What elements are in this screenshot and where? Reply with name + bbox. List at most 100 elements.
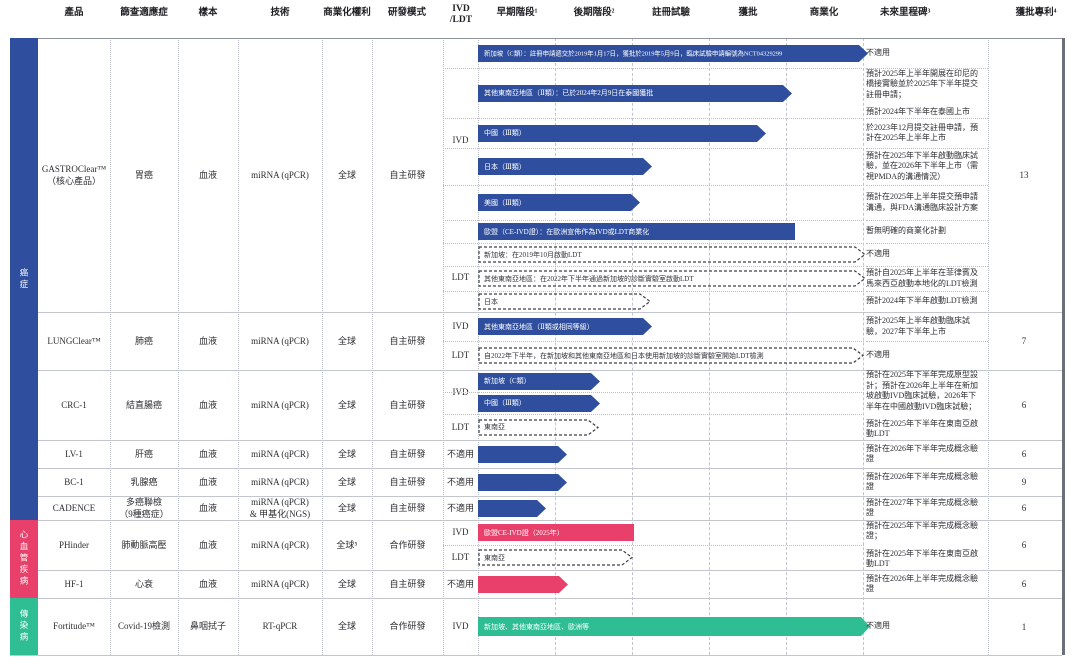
milestone-separator bbox=[866, 243, 988, 244]
technology-cell-text: miRNA (qPCR) bbox=[251, 169, 309, 180]
arrow-shape-icon bbox=[478, 372, 600, 390]
rights-cell-text: 全球 bbox=[337, 621, 356, 632]
ivd-ldt-cell: 不適用 bbox=[443, 440, 478, 468]
arrow-shape-icon bbox=[478, 499, 546, 517]
column-separator bbox=[238, 38, 239, 655]
column-separator bbox=[478, 38, 479, 655]
product-cell: CRC-1 bbox=[38, 370, 110, 440]
technology-cell: miRNA (qPCR) bbox=[238, 468, 322, 496]
patent-count-cell: 1 bbox=[988, 598, 1060, 655]
rights-cell-text: 全球 bbox=[337, 335, 356, 346]
col-header-late-stage: 後期階段² bbox=[573, 8, 615, 18]
category-label: 傳染病 bbox=[19, 609, 29, 644]
patent-count-cell: 13 bbox=[988, 38, 1060, 312]
milestone-text: 不適用 bbox=[866, 350, 890, 360]
arrow-label: 新加坡（C類）：註冊申請遞交於2019年1月17日，獲批於2019年5月9日，臨… bbox=[484, 50, 783, 58]
milestone-text: 於2023年12月提交註冊申請，預計在2025年上半年上市 bbox=[866, 122, 978, 142]
patent-count: 6 bbox=[1021, 503, 1027, 513]
indication-cell-text: （9種癌症） bbox=[119, 509, 169, 519]
technology-cell-text: miRNA (qPCR) bbox=[251, 448, 309, 459]
lane-separator bbox=[443, 266, 864, 267]
model-cell-text: 自主研發 bbox=[389, 335, 426, 346]
rights-cell: 全球 bbox=[322, 38, 372, 312]
col-header-registration: 註冊試驗 bbox=[651, 8, 691, 18]
col-header-sample: 樣本 bbox=[198, 8, 218, 18]
arrow-shape-icon bbox=[478, 418, 599, 436]
technology-cell: miRNA (qPCR) bbox=[238, 38, 322, 312]
model-cell-text: 合作研發 bbox=[389, 539, 426, 550]
milestone-cell: 預計2025年上半年開展在印尼的橋接實驗並於2025年下半年提交註冊申請； 預計2… bbox=[866, 68, 984, 118]
milestone-text: 預計2024年下半年在泰國上市 bbox=[866, 106, 970, 116]
column-separator bbox=[443, 38, 444, 655]
sample-cell: 血液 bbox=[178, 520, 238, 570]
milestone-cell: 不適用 bbox=[866, 38, 984, 68]
model-cell: 自主研發 bbox=[372, 468, 443, 496]
milestone-text: 預計2025年上半年啟動臨床試驗，2027年下半年上市 bbox=[866, 316, 970, 336]
milestone-text: 預計在2026年上半年完成概念驗證 bbox=[866, 573, 978, 593]
sample-cell: 血液 bbox=[178, 496, 238, 520]
lane-separator bbox=[443, 392, 864, 393]
milestone-cell: 不適用 bbox=[866, 341, 984, 370]
indication-cell: 肺癌 bbox=[110, 312, 178, 370]
product-cell-text: HF-1 bbox=[64, 578, 84, 589]
indication-cell-text: 多癌聯檢 bbox=[125, 496, 162, 507]
timeline-arrow: 東南亞 bbox=[478, 549, 634, 566]
sample-cell-text: 血液 bbox=[198, 399, 217, 410]
milestone-text: 預計在2025年上半年提交預申請溝通，與FDA溝通臨床設計方案 bbox=[866, 192, 979, 212]
lane-separator bbox=[443, 118, 864, 119]
lane-separator bbox=[443, 68, 864, 69]
category-strip-infectious: 傳染病 bbox=[10, 598, 38, 655]
indication-cell-text: 肺動脈高壓 bbox=[121, 539, 167, 550]
table-bottom-border bbox=[10, 655, 1062, 656]
col-header-milestones: 未來里程碑³ bbox=[880, 8, 931, 18]
product-cell-text: CADENCE bbox=[52, 502, 96, 513]
rights-cell-text: 全球 bbox=[337, 399, 356, 410]
arrow-shape-icon bbox=[478, 524, 634, 541]
indication-cell: 肝癌 bbox=[110, 440, 178, 468]
timeline-arrow: 中國（Ⅲ類） bbox=[478, 394, 602, 412]
ivd-ldt-cell: LDT bbox=[443, 243, 478, 312]
product-cell: Fortitude™ bbox=[38, 598, 110, 655]
rights-cell-text: 全球⁵ bbox=[336, 539, 358, 550]
arrow-shape-icon bbox=[478, 394, 600, 412]
product-separator bbox=[10, 496, 1062, 497]
product-cell: LUNGClear™ bbox=[38, 312, 110, 370]
stage-separator bbox=[632, 38, 633, 655]
technology-cell-text: miRNA (qPCR) bbox=[251, 578, 309, 589]
milestone-cell: 暫無明確的商業化計劃 bbox=[866, 220, 984, 243]
stage-separator bbox=[555, 38, 556, 655]
product-separator bbox=[10, 520, 1062, 521]
product-cell: CADENCE bbox=[38, 496, 110, 520]
arrow-shape-icon bbox=[478, 293, 651, 310]
timeline-arrow: 其他東南亞地區：在2022年下半年通過新加坡的診斷實驗室啟動LDT bbox=[478, 270, 867, 287]
model-cell: 自主研發 bbox=[372, 496, 443, 520]
model-cell-text: 自主研發 bbox=[389, 169, 426, 180]
milestone-text: 暫無明確的商業化計劃 bbox=[866, 226, 946, 236]
ivd-ldt-cell-text: 不適用 bbox=[446, 502, 474, 513]
milestone-cell: 預計在2026年下半年完成概念驗證 bbox=[866, 440, 984, 468]
ivd-ldt-cell: IVD bbox=[443, 598, 478, 655]
sample-cell: 鼻咽拭子 bbox=[178, 598, 238, 655]
column-separator bbox=[372, 38, 373, 655]
indication-cell: 多癌聯檢 （9種癌症） bbox=[110, 496, 178, 520]
technology-cell-text: miRNA (qPCR) bbox=[251, 399, 309, 410]
rights-cell: 全球 bbox=[322, 598, 372, 655]
arrow-label: 中國（Ⅲ類） bbox=[484, 399, 526, 407]
product-separator bbox=[10, 468, 1062, 469]
product-cell-text: GASTROClear™ bbox=[41, 163, 107, 174]
stage-separator bbox=[709, 38, 710, 655]
arrow-shape-icon bbox=[478, 223, 795, 240]
ivd-ldt-cell: IVD bbox=[443, 312, 478, 341]
product-separator bbox=[10, 598, 1062, 599]
patent-count-cell: 6 bbox=[988, 570, 1060, 598]
timeline-arrow: 其他東南亞地區（Ⅱ類或相同等級） bbox=[478, 318, 654, 335]
indication-cell-text: 乳腺癌 bbox=[130, 476, 158, 487]
arrow-shape-icon bbox=[478, 84, 792, 102]
timeline-arrow: 日本 bbox=[478, 293, 652, 310]
milestone-separator bbox=[866, 266, 988, 267]
arrow-shape-icon bbox=[478, 124, 766, 142]
col-header-early-stage: 早期階段¹ bbox=[496, 8, 538, 18]
sample-cell-text: 血液 bbox=[198, 448, 217, 459]
arrow-label: 新加坡：在2019年10月啟動LDT bbox=[484, 250, 582, 259]
product-cell: HF-1 bbox=[38, 570, 110, 598]
